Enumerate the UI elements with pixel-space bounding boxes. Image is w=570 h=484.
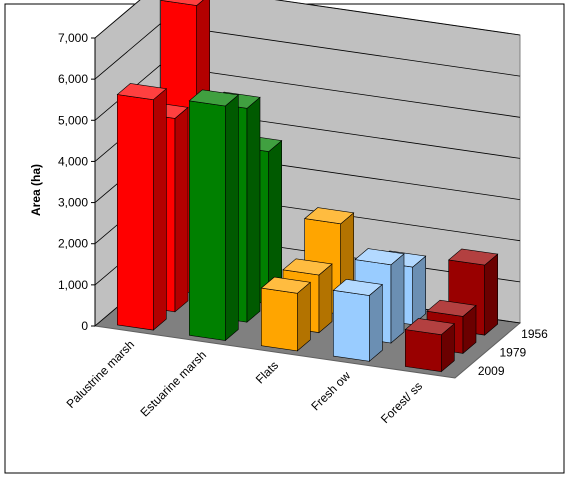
bar-front <box>189 100 226 341</box>
bar-top <box>404 318 456 336</box>
bar-top <box>303 207 355 225</box>
y-tick-label: 1,000 <box>58 278 88 292</box>
grid-line <box>94 0 521 39</box>
bar-top <box>426 299 477 317</box>
y-tick-label: 6,000 <box>58 72 88 86</box>
bar-side <box>484 253 499 336</box>
depth-tick-label: 2009 <box>478 364 505 378</box>
bar-top <box>116 83 168 101</box>
bar-top <box>332 278 384 296</box>
bar-side <box>390 253 405 344</box>
bar-side <box>412 255 427 326</box>
bar <box>260 276 312 352</box>
bar-top <box>282 258 333 276</box>
bar-top <box>447 248 499 266</box>
bar <box>116 83 168 331</box>
bar-side <box>368 283 383 362</box>
bar-top <box>260 276 312 294</box>
depth-tick-label: 1979 <box>500 346 527 360</box>
bar-top <box>354 248 405 266</box>
bar-top <box>159 0 204 6</box>
bar-side <box>318 263 333 334</box>
y-tick-label: 7,000 <box>58 31 88 45</box>
bar-side <box>153 88 167 331</box>
y-tick-label: 0 <box>81 319 88 333</box>
y-axis-title: Area (ha) <box>29 164 43 216</box>
bar-side <box>296 281 311 352</box>
bar <box>188 89 240 342</box>
bar-top <box>188 89 240 107</box>
bar-front <box>404 329 442 373</box>
y-tick-label: 5,000 <box>58 113 88 127</box>
y-tick-label: 2,000 <box>58 237 88 251</box>
depth-tick-label: 1956 <box>521 327 548 341</box>
y-tick-label: 3,000 <box>58 196 88 210</box>
grid-line <box>94 64 521 121</box>
bar-front <box>117 94 154 331</box>
bar-front <box>260 287 298 352</box>
bar-side <box>225 94 239 342</box>
bar <box>404 318 456 373</box>
y-tick-label: 4,000 <box>58 154 88 168</box>
bar-side <box>246 96 261 323</box>
bar-side <box>174 106 189 313</box>
grid-line <box>94 23 521 80</box>
bar-front <box>332 289 370 362</box>
bar <box>332 278 384 362</box>
